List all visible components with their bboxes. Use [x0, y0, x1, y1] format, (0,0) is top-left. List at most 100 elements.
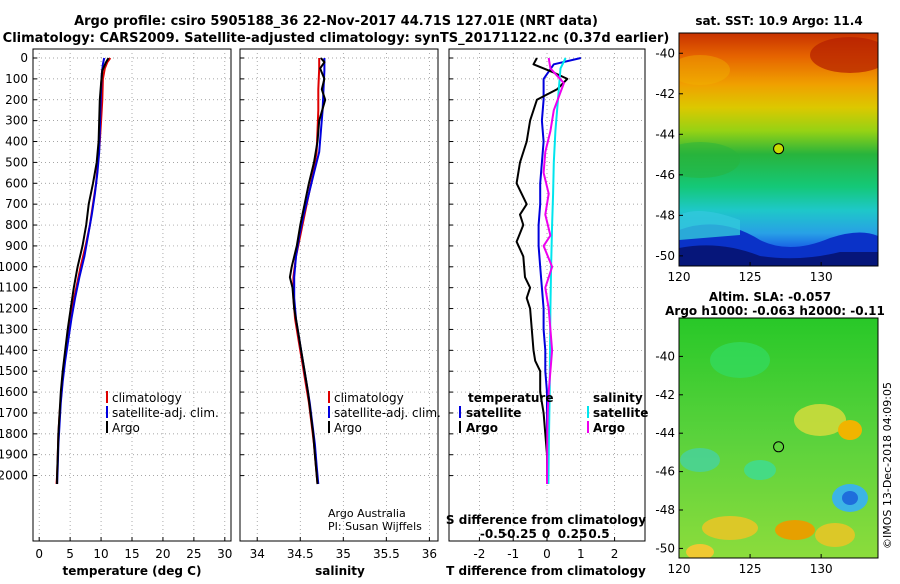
figure-title-line2: Climatology: CARS2009. Satellite-adjuste…	[3, 31, 670, 46]
y-tick-label: 1800	[0, 427, 28, 441]
y-tick-label: 400	[5, 135, 28, 149]
x-tick-label: 10	[93, 547, 108, 561]
x-tick-label: 1	[577, 547, 585, 561]
map-y-tick-label: -40	[655, 349, 675, 363]
credit-line2: PI: Susan Wijffels	[328, 520, 422, 533]
y-tick-label: 600	[5, 176, 28, 190]
t-difference-axis-label: T difference from climatology	[446, 564, 646, 578]
sla-map-title-line2: Argo h1000: -0.063 h2000: -0.11	[665, 304, 885, 318]
argo-location-marker	[773, 143, 785, 155]
legend-swatch-t-satellite	[459, 406, 461, 418]
legend-swatch-argo	[106, 421, 108, 433]
difference-temperature-legend: temperature satellite Argo	[459, 391, 553, 435]
x-tick-label: 0	[543, 547, 551, 561]
sla-map-image	[679, 318, 878, 558]
s-diff-tick-label: 0.5	[588, 527, 609, 541]
legend-swatch-s-argo	[587, 421, 589, 433]
map-x-tick-label: 130	[810, 562, 833, 576]
x-tick-label: 20	[155, 547, 170, 561]
figure-title-line1: Argo profile: csiro 5905188_36 22-Nov-20…	[74, 14, 598, 29]
x-tick-label: 34	[250, 547, 265, 561]
sst-map-frame	[678, 32, 879, 267]
series-line-t-argo	[515, 57, 569, 484]
x-tick-label: 15	[124, 547, 139, 561]
legend-label-s-satellite: satellite	[593, 406, 648, 420]
difference-salinity-legend: salinity satellite Argo	[587, 391, 648, 435]
y-tick-label: 0	[20, 51, 28, 65]
imos-timestamp: ©IMOS 13-Dec-2018 04:09:05	[881, 382, 894, 549]
legend-swatch-t-argo	[459, 421, 461, 433]
temperature-axis-label: temperature (deg C)	[63, 564, 202, 578]
sla-map-title-line1: Altim. SLA: -0.057	[709, 290, 831, 304]
y-tick-label: 700	[5, 197, 28, 211]
map-y-tick-label: -46	[655, 168, 675, 182]
y-tick-label: 1500	[0, 364, 28, 378]
grid-layer	[33, 49, 645, 541]
s-diff-tick-label: 0	[542, 527, 550, 541]
y-tick-label: 1200	[0, 302, 28, 316]
y-tick-label: 200	[5, 93, 28, 107]
map-y-tick-label: -48	[655, 208, 675, 222]
map-axes: 120 125 130 -40 -42 -44 -46 -48 -50 120 125 130 -40 -…	[655, 46, 832, 576]
credit-line1: Argo Australia	[328, 507, 406, 520]
map-y-tick-label: -40	[655, 46, 675, 60]
map-x-tick-label: 130	[810, 270, 833, 284]
map-y-tick-label: -44	[655, 127, 675, 141]
s-diff-tick-label: -0.25	[502, 527, 537, 541]
y-tick-label: 1400	[0, 343, 28, 357]
y-tick-label: 500	[5, 155, 28, 169]
x-tick-label: 0	[35, 547, 43, 561]
salinity-panel-frame	[239, 48, 439, 542]
legend-label-climatology: climatology	[334, 391, 404, 405]
map-x-tick-label: 125	[739, 562, 762, 576]
y-tick-label: 800	[5, 218, 28, 232]
map-x-tick-label: 125	[739, 270, 762, 284]
legend-label-climatology: climatology	[112, 391, 182, 405]
legend-swatch-climatology	[106, 391, 108, 403]
legend-label-argo: Argo	[334, 421, 362, 435]
legend-label-t-satellite: satellite	[466, 406, 521, 420]
x-tick-label: 35	[336, 547, 351, 561]
series-line-argo	[56, 57, 110, 484]
legend-title-temperature: temperature	[468, 391, 553, 405]
y-tick-label: 1100	[0, 281, 28, 295]
s-diff-tick-label: -0.5	[480, 527, 506, 541]
x-tick-label: -2	[473, 547, 485, 561]
legend-label-t-argo: Argo	[466, 421, 498, 435]
series-line-climatology	[55, 57, 112, 485]
sst-map-title: sat. SST: 10.9 Argo: 11.4	[695, 14, 862, 28]
y-tick-label: 1900	[0, 448, 28, 462]
x-tick-label: 36	[422, 547, 437, 561]
y-tick-label: 2000	[0, 469, 28, 483]
legend-title-salinity: salinity	[593, 391, 643, 405]
series-line-satellite-adj-clim-	[56, 57, 106, 485]
y-tick-label: 1700	[0, 406, 28, 420]
argo-location-marker	[773, 441, 785, 453]
legend-swatch-climatology	[328, 391, 330, 403]
y-tick-label: 1300	[0, 322, 28, 336]
sla-map-frame	[678, 317, 879, 559]
salinity-axis-label: salinity	[315, 564, 365, 578]
s-difference-axis-label: S difference from climatology	[446, 513, 646, 527]
map-y-tick-label: -42	[655, 87, 675, 101]
legend-swatch-argo	[328, 421, 330, 433]
depth-axis: 0 100 200 300 400 500 600 700 800 900 1000 1100 1200…	[0, 51, 28, 483]
series-line-climatology	[292, 58, 321, 485]
series-line-s-argo	[542, 57, 565, 485]
y-tick-label: 900	[5, 239, 28, 253]
x-axes: 0 5 10 15 20 25 30 34 34.5 35 35.5 36 -2 -1 0 1 2 -0.5-0.…	[35, 527, 618, 561]
map-y-tick-label: -48	[655, 503, 675, 517]
x-tick-label: 35.5	[373, 547, 400, 561]
legend-label-argo: Argo	[112, 421, 140, 435]
map-y-tick-label: -50	[655, 541, 675, 555]
x-tick-label: 2	[611, 547, 619, 561]
x-tick-label: 34.5	[287, 547, 314, 561]
y-tick-label: 100	[5, 72, 28, 86]
legend-label-satellite: satellite-adj. clim.	[112, 406, 219, 420]
x-tick-label: 30	[217, 547, 232, 561]
map-y-tick-label: -50	[655, 249, 675, 263]
map-x-tick-label: 120	[668, 270, 691, 284]
temperature-panel-frame	[32, 48, 232, 542]
series-line-argo	[288, 57, 327, 485]
map-y-tick-label: -44	[655, 426, 675, 440]
